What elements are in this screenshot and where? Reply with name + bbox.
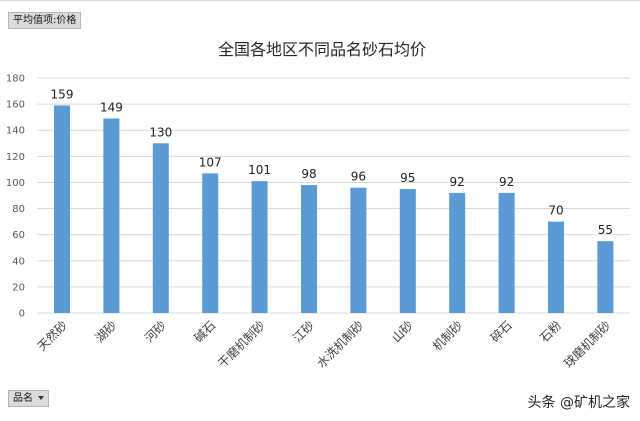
bar[interactable]	[548, 221, 564, 313]
x-tick-label: 碎石	[487, 318, 515, 346]
x-tick-label: 水洗机制砂	[314, 318, 366, 370]
y-tick-label: 100	[6, 178, 25, 189]
data-label: 107	[199, 155, 222, 169]
y-tick-label: 0	[19, 309, 25, 320]
bar[interactable]	[350, 187, 367, 313]
x-tick-label: 山砂	[389, 318, 416, 345]
data-label: 101	[248, 163, 271, 177]
category-field-button[interactable]: 品名	[8, 390, 49, 407]
bars	[54, 105, 614, 314]
data-label: 92	[450, 175, 465, 189]
data-label: 130	[149, 125, 172, 139]
y-axis: 0 20 40 60 80 100 120 140 160 180	[6, 74, 25, 320]
bar[interactable]	[251, 181, 268, 313]
x-tick-label: 干磨机制砂	[215, 318, 267, 370]
x-tick-label: 河砂	[142, 318, 169, 345]
data-label: 92	[499, 175, 514, 189]
data-label: 159	[51, 87, 74, 101]
chart-title: 全国各地区不同品名砂石均价	[218, 40, 426, 59]
y-tick-label: 180	[6, 74, 25, 85]
bar[interactable]	[399, 188, 416, 313]
y-tick-label: 60	[12, 230, 25, 241]
y-tick-label: 40	[12, 256, 25, 267]
y-tick-label: 80	[12, 204, 25, 215]
y-tick-label: 160	[6, 100, 25, 111]
x-tick-label: 江砂	[290, 318, 317, 345]
data-label: 98	[301, 167, 316, 181]
data-label: 95	[400, 171, 415, 185]
bar[interactable]	[202, 173, 219, 313]
bar[interactable]	[597, 241, 614, 313]
bar[interactable]	[498, 192, 515, 313]
data-label: 149	[100, 100, 123, 114]
data-labels: 159 149 130 107 101 98 96 95 92 92 70 55	[51, 87, 613, 237]
x-tick-label: 机制砂	[430, 318, 465, 353]
bar[interactable]	[152, 143, 169, 313]
data-label: 96	[351, 170, 366, 184]
x-tick-label: 石粉	[537, 318, 564, 345]
y-tick-label: 120	[6, 152, 25, 163]
x-tick-label: 天然砂	[34, 318, 70, 354]
category-field-label: 品名	[13, 393, 33, 404]
value-field-label: 平均值项:价格	[13, 15, 77, 26]
x-tick-label: 碱石	[191, 318, 218, 345]
y-tick-label: 140	[6, 126, 25, 137]
x-tick-label: 湖砂	[92, 318, 120, 346]
x-tick-label: 球磨机制砂	[561, 318, 613, 370]
value-field-button[interactable]: 平均值项:价格	[8, 12, 82, 29]
bar[interactable]	[301, 185, 317, 313]
gridlines	[37, 77, 630, 314]
y-tick-label: 20	[12, 282, 25, 293]
data-label: 55	[598, 223, 613, 237]
bar[interactable]	[449, 192, 466, 313]
chevron-down-icon[interactable]	[38, 396, 44, 400]
data-label: 70	[548, 204, 563, 218]
watermark: 头条 @矿机之家	[527, 395, 630, 411]
bar[interactable]	[54, 105, 70, 314]
bar[interactable]	[103, 118, 120, 313]
